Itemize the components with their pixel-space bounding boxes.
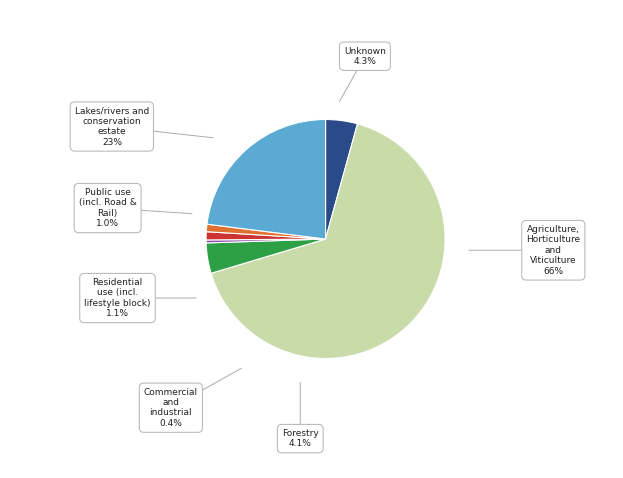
Wedge shape <box>206 239 326 273</box>
Wedge shape <box>206 239 326 243</box>
Wedge shape <box>206 224 326 239</box>
Wedge shape <box>207 120 326 239</box>
Wedge shape <box>211 124 445 358</box>
Text: Residential
use (incl.
lifestyle block)
1.1%: Residential use (incl. lifestyle block) … <box>84 278 196 318</box>
Text: Forestry
4.1%: Forestry 4.1% <box>282 382 318 448</box>
Wedge shape <box>326 120 358 239</box>
Text: Public use
(incl. Road &
Rail)
1.0%: Public use (incl. Road & Rail) 1.0% <box>78 188 192 228</box>
Text: Unknown
4.3%: Unknown 4.3% <box>340 46 386 101</box>
Wedge shape <box>206 232 326 240</box>
Text: Commercial
and
industrial
0.4%: Commercial and industrial 0.4% <box>144 369 241 428</box>
Text: Agriculture,
Horticulture
and
Viticulture
66%: Agriculture, Horticulture and Viticultur… <box>469 225 581 275</box>
Text: Lakes/rivers and
conservation
estate
23%: Lakes/rivers and conservation estate 23% <box>75 107 213 147</box>
